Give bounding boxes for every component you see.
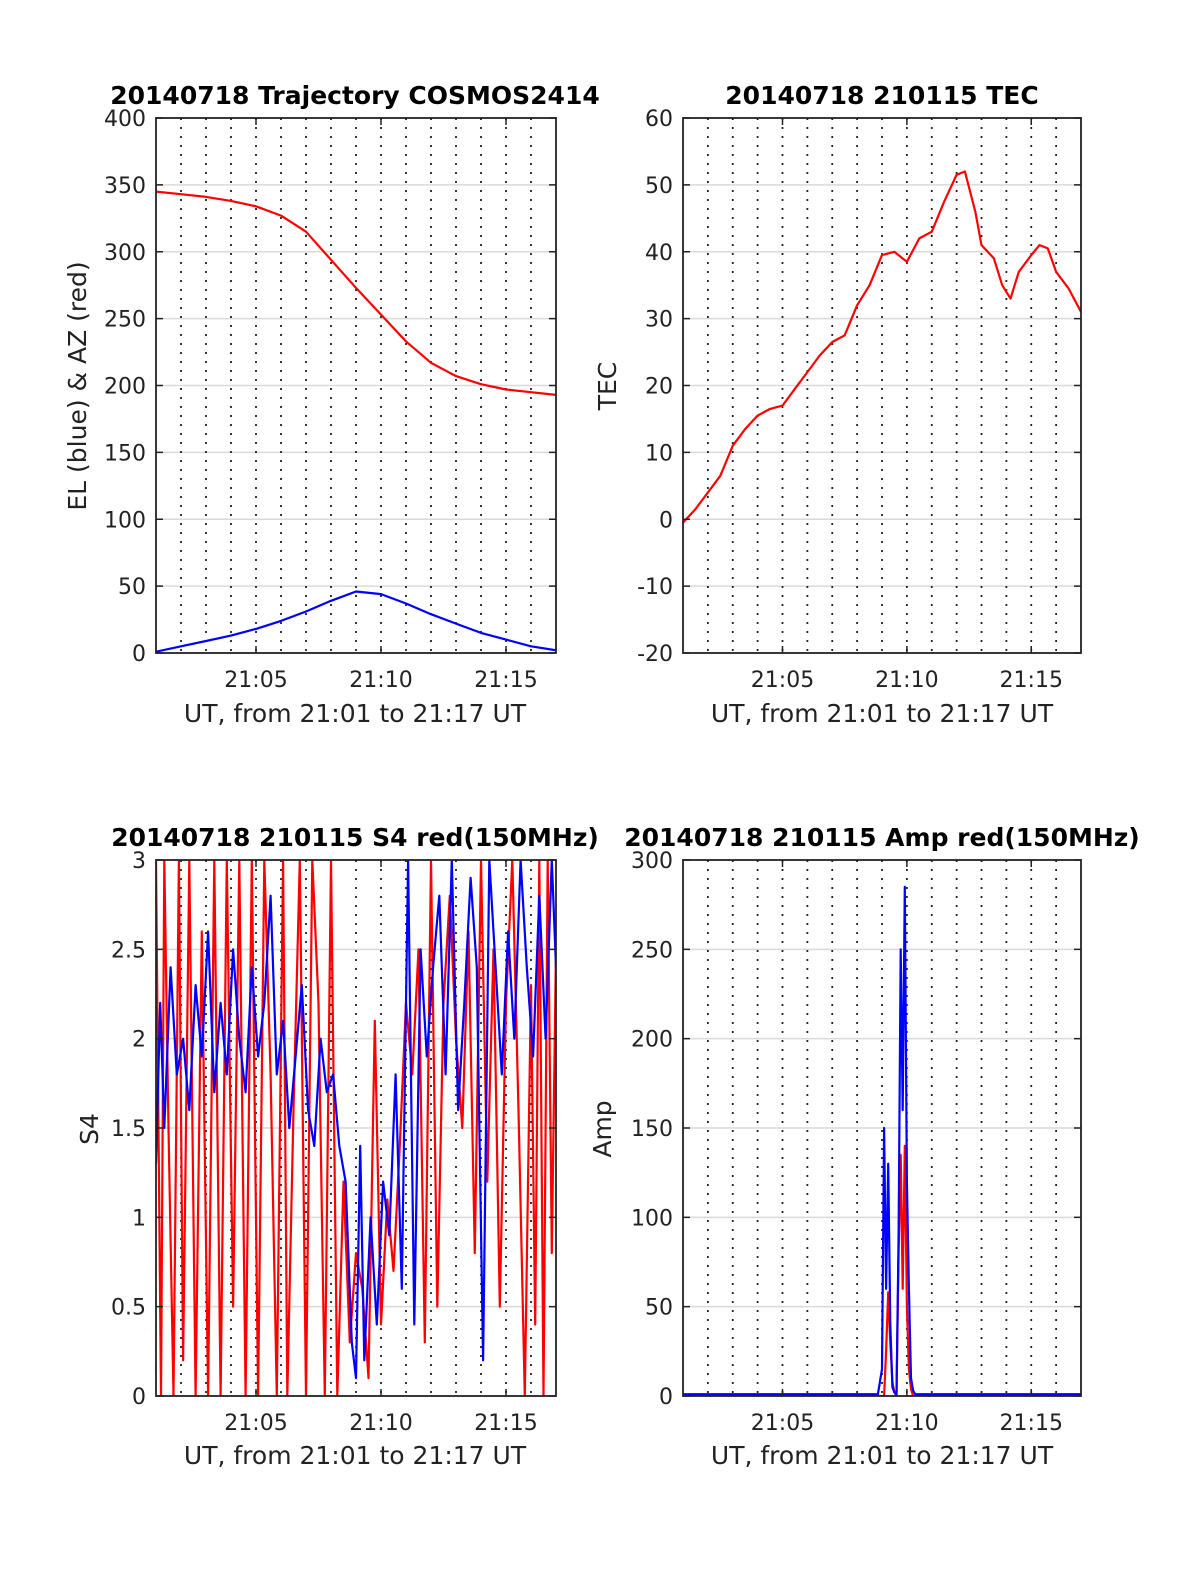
y-tick-label: 400: [104, 107, 146, 132]
plot-area-trajectory: 0 50 100 150 200 250 300 350 400 21:05 21:10 21:15: [104, 107, 557, 693]
chart-title: 20140718 210115 S4 red(150MHz): [111, 823, 599, 852]
x-tick-label: 21:05: [751, 1411, 814, 1436]
panel-trajectory: 20140718 Trajectory COSMOS2414 0 50 100 150…: [63, 81, 600, 728]
y-tick-label: -10: [637, 575, 673, 600]
y-tick-label: 200: [631, 1028, 673, 1053]
x-tick-label: 21:15: [1000, 1411, 1063, 1436]
y-tick-label: 30: [645, 308, 673, 333]
x-tick-label: 21:05: [224, 1411, 287, 1436]
y-tick-label: 0: [132, 1385, 146, 1410]
plot-area-amp: 0 50 100 150 200 250 300 21:05 21:10 21:15: [631, 849, 1082, 1436]
y-tick-label: 2.5: [111, 938, 146, 963]
series-line-red: [156, 860, 556, 1396]
x-tick-label: 21:05: [224, 668, 287, 693]
x-tick-label: 21:15: [474, 1411, 537, 1436]
x-tick-label: 21:10: [349, 668, 412, 693]
x-tick-label: 21:10: [875, 668, 938, 693]
y-tick-label: 20: [645, 375, 673, 400]
y-tick-label: -20: [637, 642, 673, 667]
x-tick-label: 21:10: [875, 1411, 938, 1436]
x-tick-label: 21:05: [751, 668, 814, 693]
y-tick-label: 0: [659, 508, 673, 533]
y-axis-label: S4: [75, 1113, 104, 1145]
chart-title: 20140718 Trajectory COSMOS2414: [110, 81, 600, 110]
y-tick-label: 150: [104, 441, 146, 466]
y-tick-label: 300: [104, 241, 146, 266]
y-tick-label: 100: [631, 1206, 673, 1231]
y-tick-label: 50: [118, 575, 146, 600]
y-tick-label: 0: [132, 642, 146, 667]
series-line-blue: [156, 860, 556, 1380]
series-line-red: [156, 190, 556, 396]
y-tick-label: 1: [132, 1206, 146, 1231]
y-tick-label: 3: [132, 849, 146, 874]
y-tick-label: 0.5: [111, 1296, 146, 1321]
panel-s4: 20140718 210115 S4 red(150MHz) 0 0.5 1 1.5 2…: [75, 823, 599, 1470]
y-tick-label: 60: [645, 107, 673, 132]
x-axis-label: UT, from 21:01 to 21:17 UT: [711, 1441, 1054, 1470]
y-tick-label: 40: [645, 241, 673, 266]
x-tick-label: 21:15: [1000, 668, 1063, 693]
y-tick-label: 250: [104, 308, 146, 333]
y-tick-label: 10: [645, 441, 673, 466]
panel-tec: 20140718 210115 TEC -20 -10 0 10 20 30 40 50 60 2…: [593, 81, 1082, 728]
y-tick-label: 1.5: [111, 1117, 146, 1142]
y-tick-label: 200: [104, 375, 146, 400]
y-axis-label: Amp: [588, 1100, 617, 1157]
series-line-blue: [156, 590, 556, 653]
plot-area-s4: 0 0.5 1 1.5 2 2.5 3 21:05 21:10 21:15: [111, 849, 557, 1436]
y-axis-label: TEC: [593, 362, 622, 412]
y-tick-label: 50: [645, 1296, 673, 1321]
plot-area-tec: -20 -10 0 10 20 30 40 50 60 21:05 21:10 21:15: [637, 107, 1082, 693]
chart-title: 20140718 210115 Amp red(150MHz): [624, 823, 1140, 852]
y-tick-label: 2: [132, 1028, 146, 1053]
y-tick-label: 150: [631, 1117, 673, 1142]
y-tick-label: 0: [659, 1385, 673, 1410]
x-axis-label: UT, from 21:01 to 21:17 UT: [184, 699, 527, 728]
x-tick-label: 21:15: [474, 668, 537, 693]
x-tick-label: 21:10: [349, 1411, 412, 1436]
y-tick-label: 100: [104, 508, 146, 533]
series-line-red: [683, 170, 1081, 524]
y-axis-label: EL (blue) & AZ (red): [63, 261, 92, 510]
series-line-blue: [683, 885, 1081, 1396]
y-tick-label: 350: [104, 174, 146, 199]
x-axis-label: UT, from 21:01 to 21:17 UT: [711, 699, 1054, 728]
chart-title: 20140718 210115 TEC: [725, 81, 1038, 110]
y-tick-label: 300: [631, 849, 673, 874]
y-tick-label: 50: [645, 174, 673, 199]
panel-amp: 20140718 210115 Amp red(150MHz) 0 50 100 15…: [588, 823, 1140, 1470]
x-axis-label: UT, from 21:01 to 21:17 UT: [184, 1441, 527, 1470]
y-tick-label: 250: [631, 938, 673, 963]
